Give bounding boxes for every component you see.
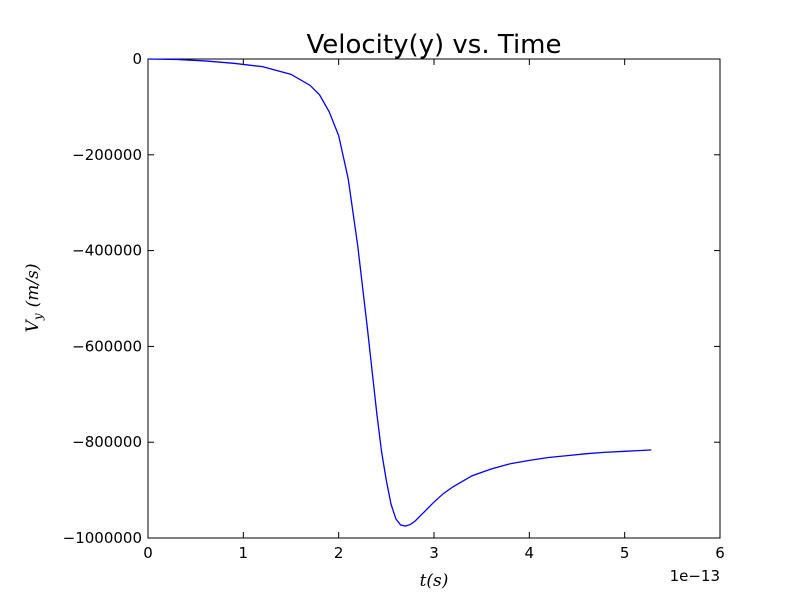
chart-title: Velocity(y) vs. Time (306, 30, 561, 60)
x-tick-label-6: 6 (715, 544, 725, 562)
y-axis-label-units: (m/s) (23, 264, 43, 308)
y-tick-label-4: −800000 (72, 433, 142, 451)
x-tick-label-0: 0 (143, 544, 153, 562)
x-axis-offset-label: 1e−13 (670, 567, 720, 585)
x-axis-ticks: 0 1 2 3 4 5 6 (143, 59, 725, 562)
x-tick-label-4: 4 (525, 544, 535, 562)
y-axis-label-main: V (23, 318, 43, 332)
y-tick-label-2: −400000 (72, 242, 142, 260)
series-line-vy (147, 58, 652, 527)
x-tick-label-2: 2 (334, 544, 344, 562)
y-tick-label-1: −200000 (72, 146, 142, 164)
y-tick-label-3: −600000 (72, 337, 142, 355)
x-tick-label-5: 5 (620, 544, 630, 562)
y-tick-label-5: −1000000 (63, 529, 142, 547)
y-axis-label: Vy (m/s) (23, 264, 45, 333)
y-axis-label-subscript: y (31, 313, 45, 321)
plot-area-frame (147, 58, 721, 539)
x-tick-label-3: 3 (429, 544, 439, 562)
y-tick-label-0: 0 (132, 50, 142, 68)
x-axis-label: t(s) (420, 571, 449, 591)
y-axis-ticks: 0 −200000 −400000 −600000 −800000 −1000000 (63, 50, 720, 547)
x-tick-label-1: 1 (239, 544, 249, 562)
